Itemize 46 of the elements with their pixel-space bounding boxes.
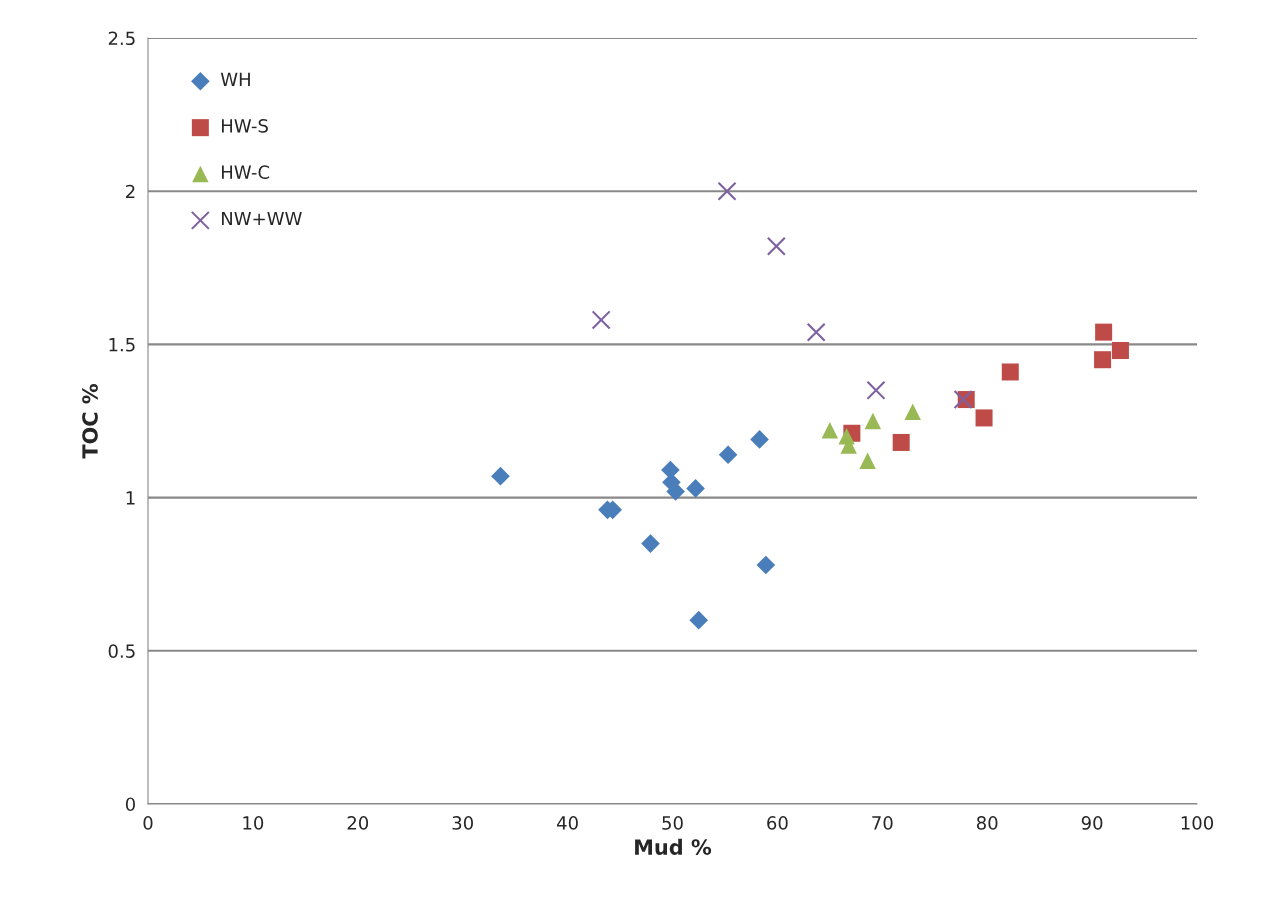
x-tick-label: 100	[1181, 816, 1214, 830]
point	[718, 445, 738, 465]
x-tick-label: 20	[347, 816, 369, 830]
legend-label: HW-C	[221, 165, 270, 180]
point	[904, 403, 921, 421]
x-tick-label: 10	[243, 816, 264, 830]
point	[756, 555, 776, 575]
y-tick-label: 1	[126, 491, 135, 505]
point	[591, 310, 611, 330]
point	[892, 433, 910, 451]
point	[806, 322, 826, 342]
legend-label: NW+WW	[221, 211, 302, 226]
x-tick-label: 60	[767, 816, 788, 830]
point	[641, 534, 660, 553]
point	[859, 452, 876, 470]
y-tick-label: 0.5	[108, 644, 135, 658]
point	[821, 421, 839, 439]
point	[689, 610, 709, 630]
point	[1095, 323, 1113, 341]
x-tick-label: 80	[976, 816, 998, 830]
point	[766, 236, 786, 256]
point	[1111, 342, 1129, 360]
x-tick-label: 30	[452, 816, 473, 830]
x-tick-label: 40	[557, 816, 578, 830]
y-tick-label: 2	[126, 184, 135, 199]
point	[717, 181, 737, 201]
point	[750, 430, 769, 449]
legend-label: HW-S	[221, 118, 268, 133]
x-tick-label: 70	[872, 816, 893, 830]
point	[864, 412, 882, 430]
point	[975, 409, 993, 427]
point	[866, 380, 886, 400]
x-tick-label: 0	[143, 816, 153, 830]
legend-label: WH	[220, 72, 250, 87]
x-tick-label: 90	[1081, 816, 1103, 830]
point	[1094, 351, 1112, 369]
point	[1001, 363, 1019, 381]
y-tick-label: 0	[125, 797, 135, 812]
point	[686, 479, 705, 498]
y-tick-label: 1.5	[109, 338, 135, 352]
point	[491, 466, 510, 486]
point	[666, 482, 685, 501]
y-tick-label: 2.5	[108, 31, 135, 46]
y-axis-title: TOC %	[82, 384, 98, 459]
x-axis-title: Mud %	[635, 838, 712, 855]
x-tick-label: 50	[662, 816, 683, 830]
